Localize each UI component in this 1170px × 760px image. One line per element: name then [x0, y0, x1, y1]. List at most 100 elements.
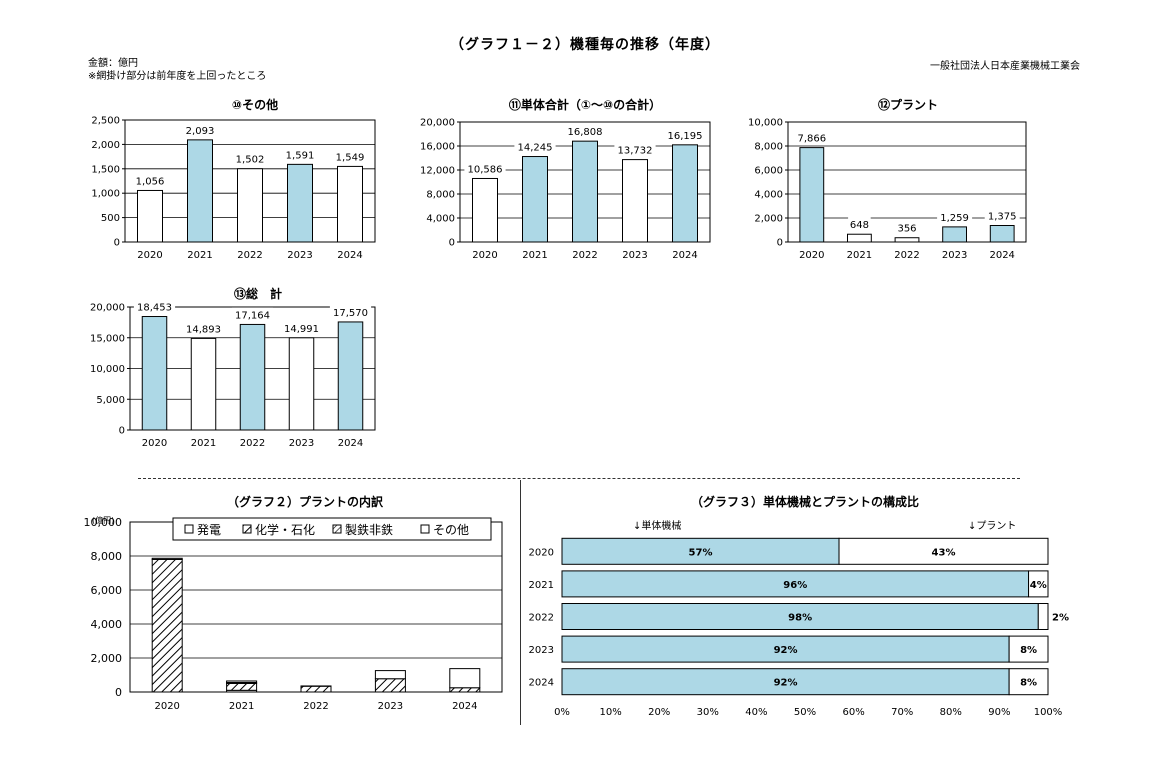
bar — [137, 189, 163, 243]
bar-unit-machine — [561, 668, 1010, 696]
y-unit-label: (億円) — [92, 515, 114, 525]
x-tick-label: 2021 — [847, 250, 872, 261]
data-label-bg — [280, 320, 323, 334]
data-label: 2,093 — [186, 126, 215, 137]
chart-unit-total: 0 4,000 8,000 12,000 16,000 20,000 10,586 2020 1… — [420, 118, 711, 261]
y-tick-label: 2020 — [529, 547, 554, 558]
data-label: 16,195 — [668, 131, 703, 142]
data-label: 1,259 — [940, 213, 969, 224]
y-tick-label: 20,000 — [90, 303, 125, 314]
x-tick-label: 90% — [988, 707, 1010, 718]
y-tick-label: 10,000 — [84, 516, 123, 529]
bar-segment — [226, 683, 258, 691]
bar — [288, 337, 315, 431]
data-label: 4% — [1030, 580, 1047, 591]
bar — [472, 177, 498, 243]
data-label: 1,056 — [136, 176, 165, 187]
bar-segment — [449, 668, 481, 689]
plot-frame — [129, 521, 503, 693]
bar-plant — [1028, 570, 1049, 598]
y-tick-label: 2,000 — [754, 214, 783, 225]
x-tick-label: 2022 — [303, 701, 328, 712]
data-label: 17,164 — [235, 310, 270, 321]
data-label: 8% — [1020, 645, 1037, 656]
unit-note: 金額：億円 — [88, 58, 138, 69]
bar — [141, 316, 168, 431]
x-tick-label: 80% — [940, 707, 962, 718]
x-tick-label: 2022 — [237, 250, 262, 261]
bar — [237, 168, 263, 243]
x-tick-label: 40% — [745, 707, 767, 718]
data-label: 356 — [897, 224, 916, 235]
y-tick-label: 5,000 — [96, 395, 125, 406]
data-label-bg — [332, 149, 368, 163]
bar — [799, 147, 825, 243]
x-tick-label: 20% — [648, 707, 670, 718]
bar — [847, 233, 872, 243]
data-label: 98% — [788, 613, 812, 624]
bar — [989, 225, 1015, 243]
data-label-bg — [133, 299, 176, 313]
y-tick-label: 2,500 — [91, 116, 120, 127]
bar — [622, 159, 648, 243]
y-tick-label: 0 — [777, 238, 783, 249]
x-tick-label: 2024 — [672, 250, 697, 261]
chart-title-plant: ⑫プラント — [877, 98, 938, 112]
bar — [572, 140, 598, 243]
bar-segment — [374, 678, 406, 693]
y-tick-label: 2024 — [529, 678, 554, 689]
chart-plant: 0 2,000 4,000 6,000 8,000 10,000 7,866 2020 648 2… — [748, 118, 1027, 261]
x-tick-label: 2021 — [522, 250, 547, 261]
bar-plant — [1008, 635, 1049, 663]
bar-plant — [838, 537, 1049, 565]
bar-segment — [374, 670, 406, 680]
data-label-bg — [895, 220, 919, 234]
data-label: 7,866 — [797, 134, 826, 145]
y-tick-label: 500 — [101, 213, 120, 224]
bar-segment — [151, 557, 183, 560]
x-tick-label: 2020 — [472, 250, 497, 261]
legend-label: その他 — [433, 523, 469, 537]
legend-label: 発電 — [197, 523, 221, 537]
x-tick-label: 2022 — [240, 438, 265, 449]
section-divider-horizontal — [138, 478, 1020, 479]
y-tick-label: 20,000 — [420, 118, 455, 129]
bar — [190, 337, 217, 431]
bar-unit-machine — [561, 537, 840, 565]
x-tick-label: 2021 — [187, 250, 212, 261]
data-label-bg — [614, 142, 656, 156]
y-tick-label: 0 — [449, 238, 455, 249]
x-tick-label: 2023 — [942, 250, 967, 261]
data-label: 96% — [783, 580, 807, 591]
chart-plant-breakdown: 0 2,000 4,000 6,000 8,000 10,000(億円) 2020 2021 2… — [84, 515, 503, 712]
bar — [894, 237, 920, 243]
bar-unit-machine — [561, 603, 1039, 630]
x-tick-label: 2020 — [799, 250, 824, 261]
x-tick-label: 100% — [1034, 707, 1063, 718]
x-tick-label: 2022 — [894, 250, 919, 261]
bar — [287, 163, 313, 243]
y-tick-label: 2023 — [529, 645, 554, 656]
x-tick-label: 70% — [891, 707, 913, 718]
organization-name: 一般社団法人日本産業機械工業会 — [930, 61, 1080, 72]
bar-unit-machine — [561, 635, 1010, 663]
x-tick-label: 2023 — [289, 438, 314, 449]
bar-plant — [1037, 603, 1049, 630]
x-tick-label: 2024 — [337, 250, 362, 261]
x-tick-label: 2023 — [622, 250, 647, 261]
data-label-bg — [794, 130, 830, 144]
x-tick-label: 50% — [794, 707, 816, 718]
legend-swatch — [242, 524, 252, 534]
data-label: 16,808 — [568, 127, 603, 138]
data-label: 1,375 — [988, 212, 1017, 223]
x-tick-label: 10% — [599, 707, 621, 718]
annotation-unit-machine: ↓単体機械 — [633, 519, 681, 532]
data-label-bg — [848, 217, 871, 231]
y-tick-label: 8,000 — [426, 190, 455, 201]
data-label: 18,453 — [137, 303, 172, 314]
x-tick-label: 0% — [554, 707, 570, 718]
x-tick-label: 2021 — [191, 438, 216, 449]
data-label: 14,991 — [284, 324, 319, 335]
x-tick-label: 60% — [842, 707, 864, 718]
bar — [239, 323, 266, 431]
